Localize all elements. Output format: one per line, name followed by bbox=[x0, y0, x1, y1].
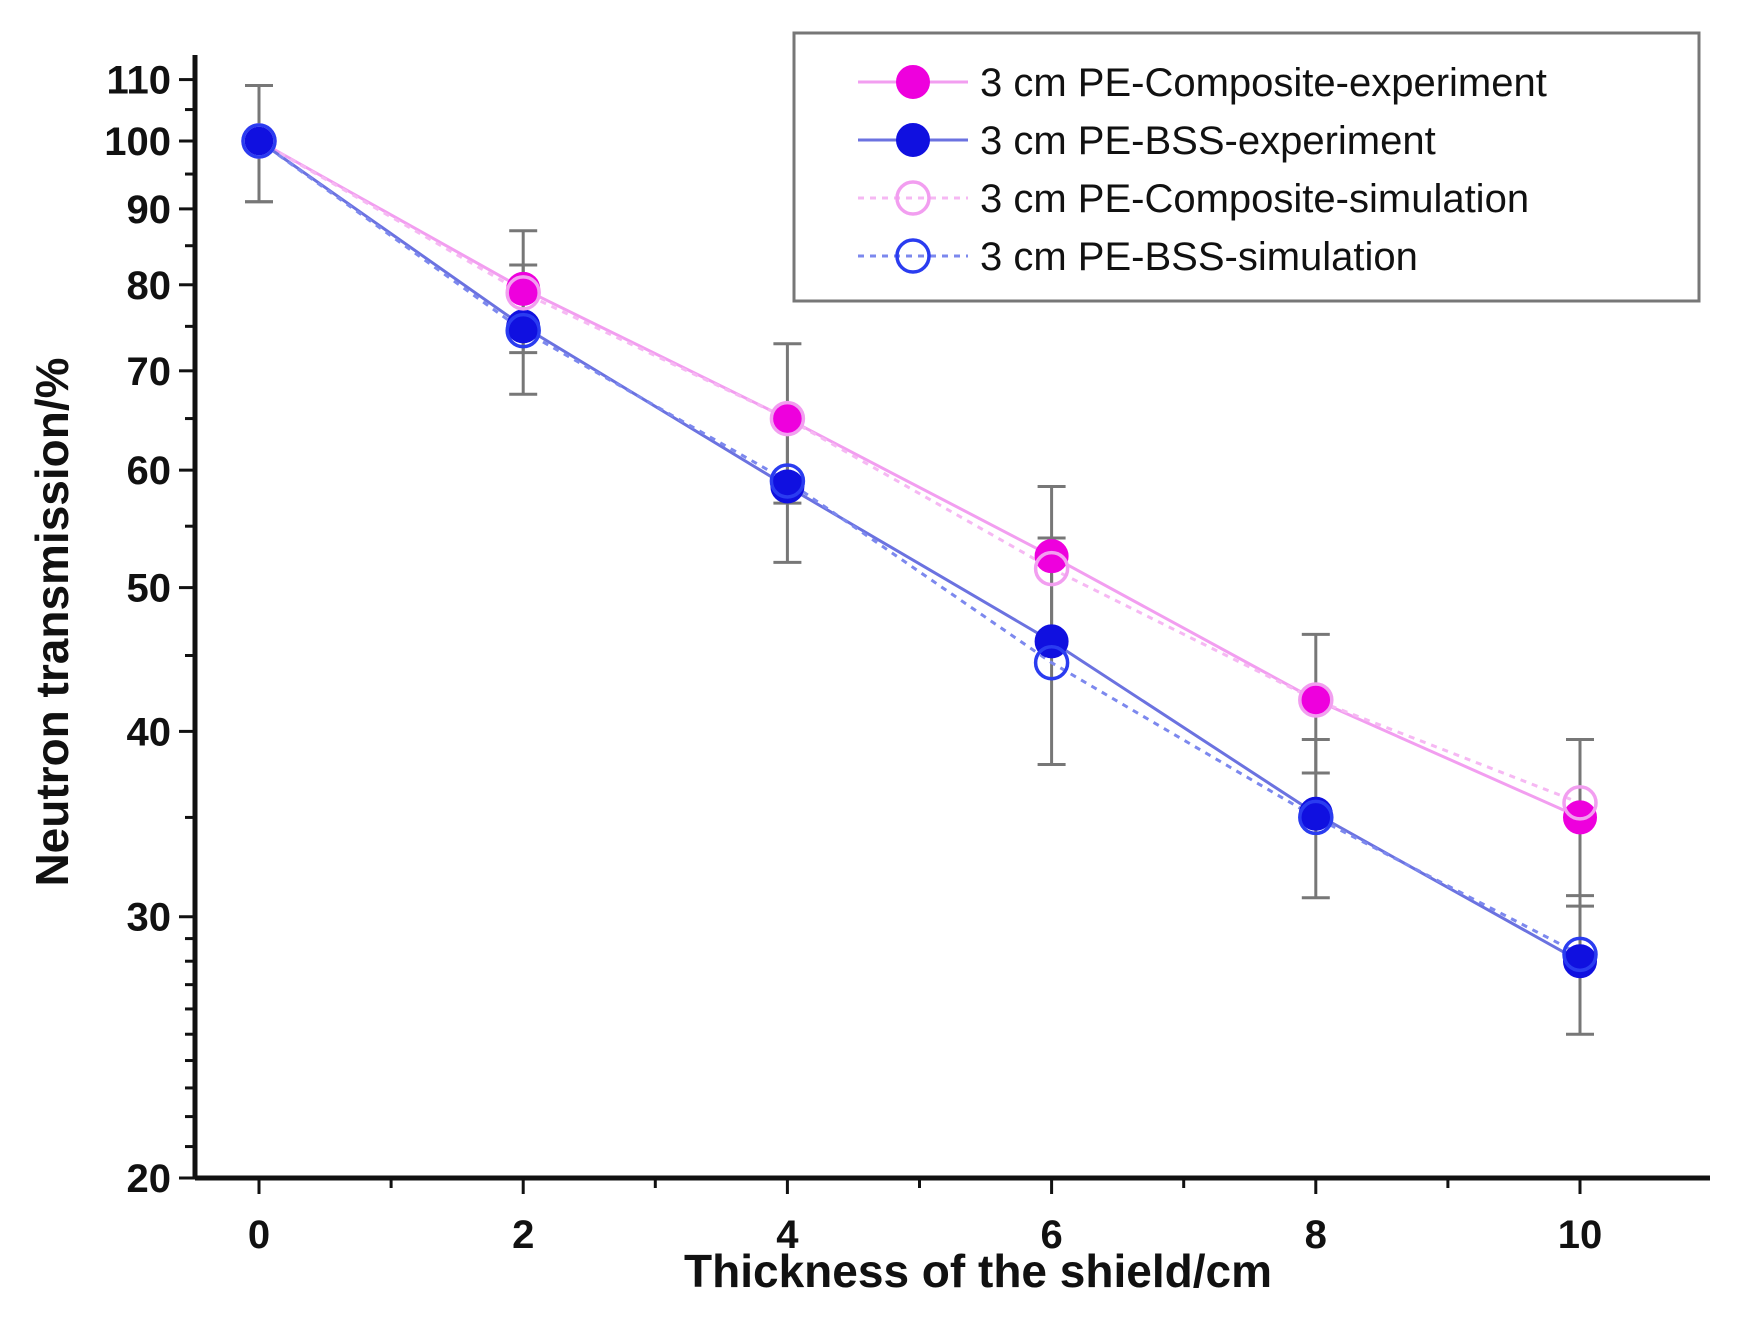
data-point-series-3 bbox=[1562, 785, 1598, 821]
y-tick-label: 90 bbox=[127, 188, 172, 232]
data-point-series-4 bbox=[769, 463, 806, 499]
series-lines-layer bbox=[258, 139, 1581, 963]
y-tick-label: 30 bbox=[127, 896, 172, 940]
legend-label-1: 3 cm PE-Composite-experiment bbox=[980, 61, 1547, 105]
y-tick-label: 110 bbox=[106, 59, 171, 103]
x-axis-title: Thickness of the shield/cm bbox=[684, 1245, 1272, 1297]
series-line-3 bbox=[258, 139, 1581, 805]
y-tick-label: 20 bbox=[127, 1157, 172, 1201]
data-point-series-4 bbox=[241, 123, 277, 159]
data-point-series-3 bbox=[1298, 682, 1334, 718]
y-tick-label: 60 bbox=[127, 449, 172, 493]
data-point-series-4 bbox=[1033, 644, 1070, 681]
y-axis-title: Neutron transmission/% bbox=[26, 357, 78, 886]
legend-label-2: 3 cm PE-BSS-experiment bbox=[980, 119, 1436, 163]
y-tick-label: 40 bbox=[127, 710, 172, 754]
data-point-series-4 bbox=[1562, 936, 1598, 973]
data-point-series-1 bbox=[1034, 539, 1069, 574]
x-tick-label: 2 bbox=[512, 1213, 534, 1257]
data-point-series-4 bbox=[505, 312, 541, 349]
data-point-series-3 bbox=[769, 400, 806, 437]
x-tick-label: 0 bbox=[248, 1213, 270, 1257]
y-tick-label: 80 bbox=[127, 264, 172, 308]
data-point-series-3 bbox=[505, 275, 541, 311]
x-tick-label: 4 bbox=[776, 1213, 799, 1257]
axes-layer: 0 2 4 6 8 10 20 30 40 50 60 70 80 90 100 110 bbox=[104, 55, 1710, 1257]
legend-label-4: 3 cm PE-BSS-simulation bbox=[980, 235, 1418, 279]
legend-marker bbox=[896, 65, 930, 99]
legend-marker bbox=[896, 123, 930, 157]
legend-label-3: 3 cm PE-Composite-simulation bbox=[980, 177, 1529, 221]
legend-marker bbox=[895, 180, 931, 216]
data-point-series-4 bbox=[1298, 799, 1334, 836]
y-tick-label: 100 bbox=[104, 120, 171, 164]
y-tick-label: 70 bbox=[127, 350, 172, 394]
legend: 3 cm PE-Composite-experiment 3 cm PE-BSS-… bbox=[792, 31, 1701, 303]
x-tick-label: 8 bbox=[1305, 1213, 1327, 1257]
series-line-2 bbox=[258, 139, 1581, 963]
x-tick-label: 6 bbox=[1040, 1213, 1062, 1257]
data-points-layer bbox=[241, 123, 1598, 979]
legend-marker bbox=[895, 238, 931, 274]
data-point-series-2 bbox=[1563, 944, 1597, 979]
x-tick-label: 10 bbox=[1558, 1213, 1603, 1257]
data-point-series-3 bbox=[1033, 550, 1070, 587]
series-line-1 bbox=[258, 139, 1581, 819]
y-tick-label: 50 bbox=[127, 567, 172, 611]
